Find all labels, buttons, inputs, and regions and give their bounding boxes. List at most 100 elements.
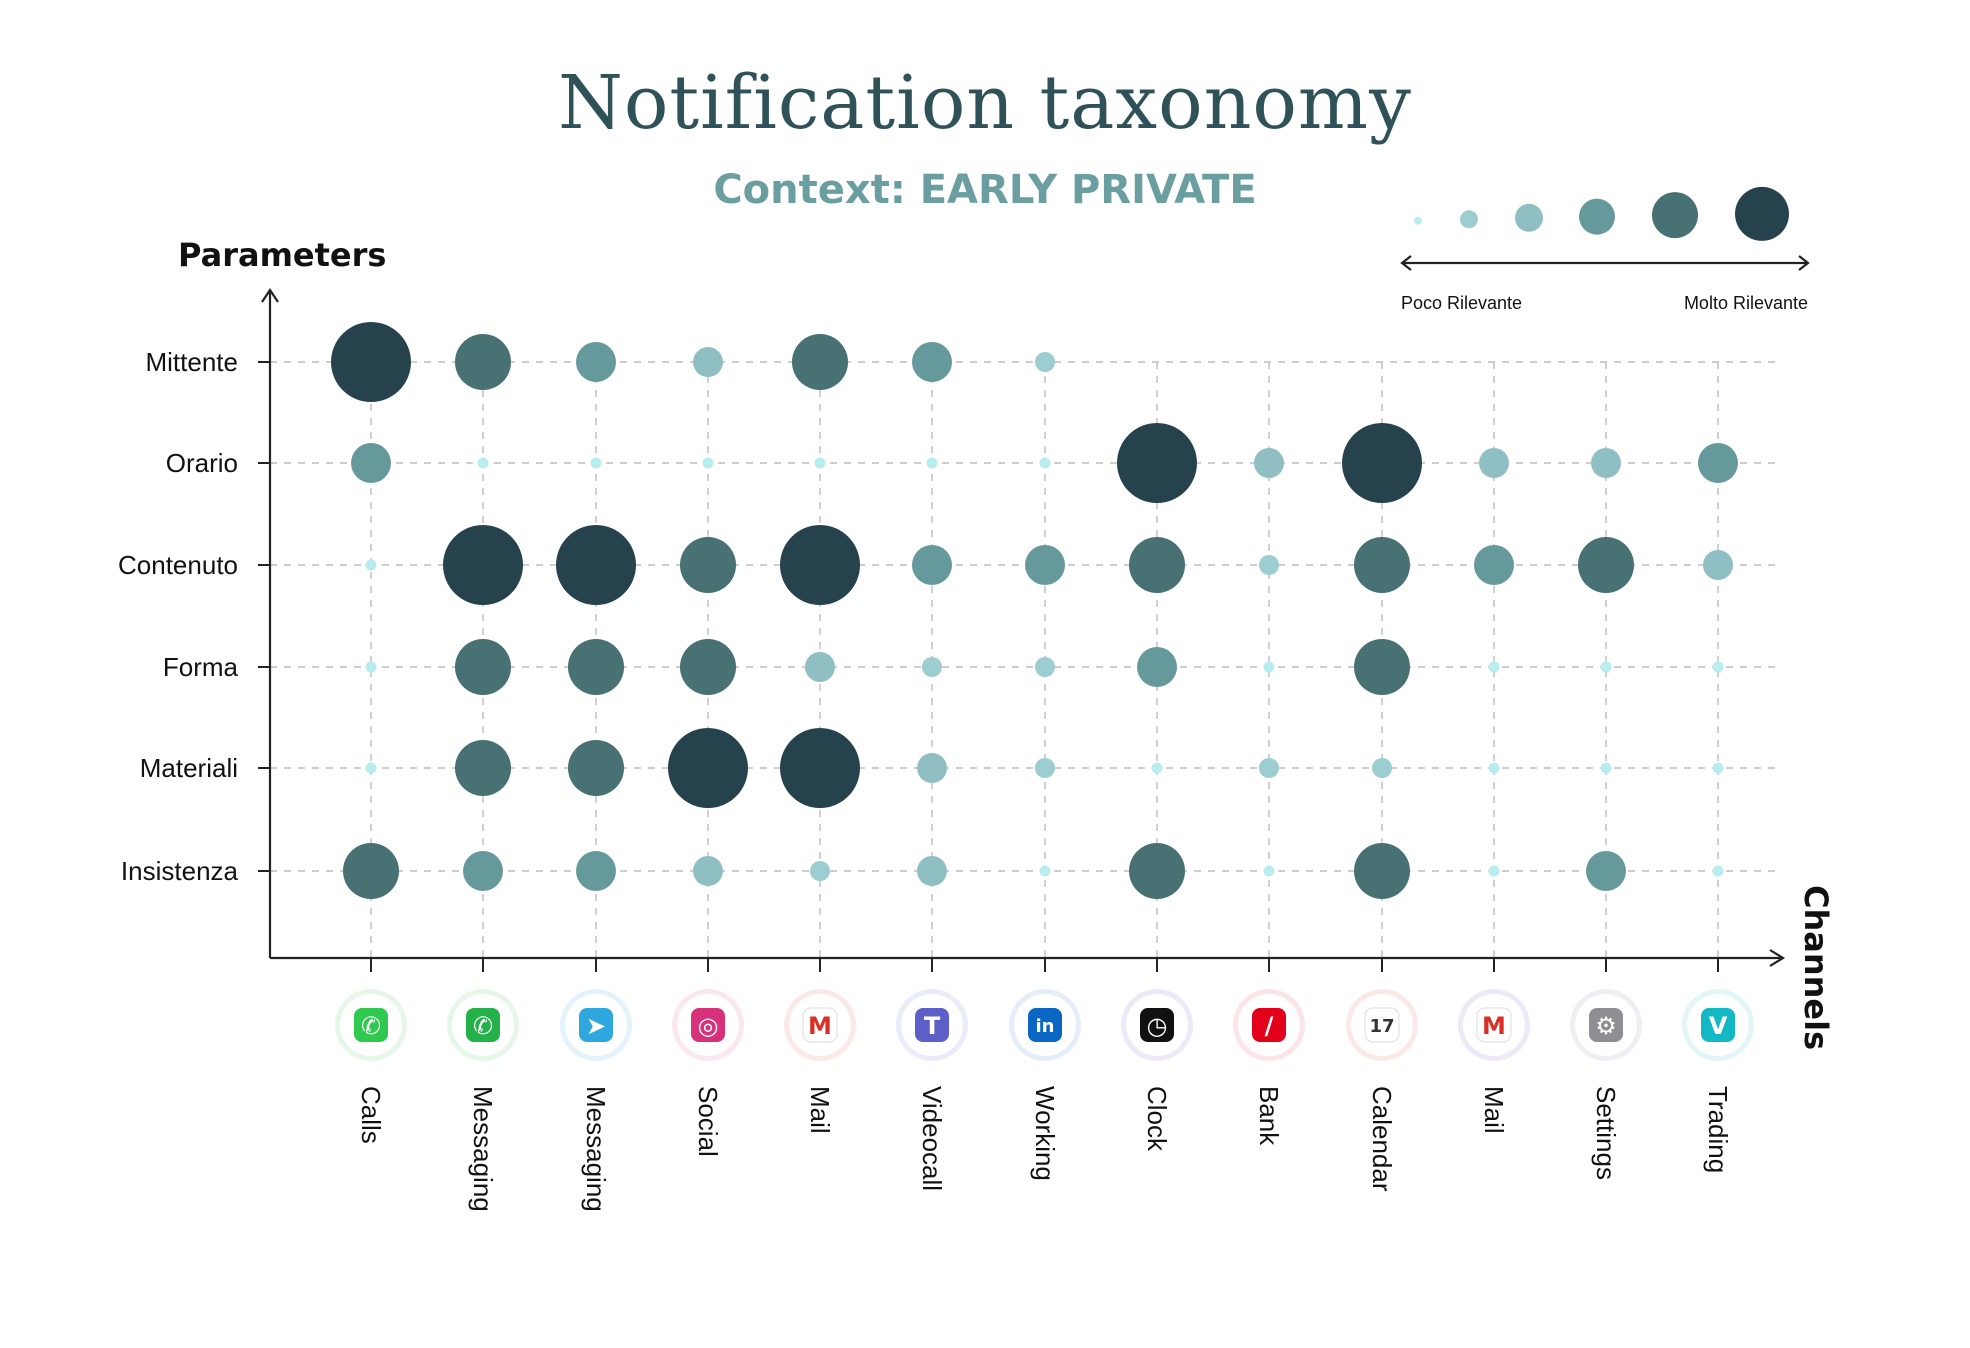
bubble-contenuto-mail-5	[780, 525, 860, 605]
column-label-bank-9: Bank	[1254, 1086, 1284, 1146]
bubble-contenuto-messaging-3	[556, 525, 636, 605]
bubble-orario-videocall-6	[926, 457, 938, 469]
column-label-calls-1: Calls	[356, 1086, 386, 1144]
bubble-contenuto-clock-8	[1129, 537, 1185, 593]
bubble-insistenza-messaging-3	[576, 851, 616, 891]
bubble-forma-trading-13	[1712, 661, 1724, 673]
row-labels: Mittente Orario Contenuto Forma Materiali Ins…	[118, 347, 270, 886]
row-label-contenuto: Contenuto	[118, 550, 238, 580]
calendar-icon: 17	[1346, 958, 1418, 1061]
bubble-forma-calls-1	[365, 661, 377, 673]
bubble-insistenza-clock-8	[1129, 843, 1185, 899]
bubble-insistenza-mail-5	[810, 861, 830, 881]
legend-right-arrow	[1798, 255, 1810, 271]
bubble-orario-messaging-3	[590, 457, 602, 469]
bubbles	[331, 322, 1738, 899]
settings-icon: ⚙	[1570, 958, 1642, 1061]
bubble-forma-messaging-2	[455, 639, 511, 695]
linkedin-icon: in	[1009, 958, 1081, 1061]
svg-text:V: V	[1709, 1012, 1728, 1040]
bubble-materiali-calendar-10	[1372, 758, 1392, 778]
bubble-forma-social-4	[680, 639, 736, 695]
column-label-messaging-3: Messaging	[581, 1086, 611, 1212]
gmail-icon: M	[784, 958, 856, 1061]
bubble-orario-mail-11	[1479, 448, 1509, 478]
row-label-mittente: Mittente	[146, 347, 239, 377]
svg-text:✆: ✆	[473, 1012, 493, 1040]
bubble-mittente-mail-5	[792, 334, 848, 390]
legend: Poco Rilevante Molto Rilevante	[1400, 186, 1810, 313]
bubble-materiali-calls-1	[365, 762, 377, 774]
bubble-forma-videocall-6	[922, 657, 942, 677]
bubble-insistenza-bank-9	[1263, 865, 1275, 877]
bubble-orario-clock-8	[1117, 423, 1197, 503]
x-axis-title: Channels	[1797, 885, 1835, 1050]
row-label-materiali: Materiali	[140, 753, 238, 783]
telegram-icon: ➤	[560, 958, 632, 1061]
bubble-materiali-clock-8	[1151, 762, 1163, 774]
bubble-orario-settings-12	[1591, 448, 1621, 478]
chart-title: Notification taxonomy	[558, 60, 1412, 146]
x-axis-arrow	[1769, 949, 1786, 967]
column-labels: Calls Messaging Messaging Social Mail Videoca…	[356, 1086, 1733, 1212]
legend-circles	[1414, 186, 1789, 241]
bubble-materiali-settings-12	[1600, 762, 1612, 774]
column-label-trading-13: Trading	[1703, 1086, 1733, 1173]
bubble-insistenza-mail-11	[1488, 865, 1500, 877]
bubble-mittente-calls-1	[331, 322, 411, 402]
trading-icon: V	[1682, 958, 1754, 1061]
bubble-orario-calendar-10	[1342, 423, 1422, 503]
column-label-messaging-2: Messaging	[468, 1086, 498, 1212]
row-label-forma: Forma	[163, 652, 239, 682]
bubble-mittente-messaging-2	[455, 334, 511, 390]
bubble-contenuto-messaging-2	[443, 525, 523, 605]
legend-low-label: Poco Rilevante	[1401, 293, 1522, 313]
svg-text:∕: ∕	[1265, 1012, 1274, 1040]
row-label-insistenza: Insistenza	[121, 856, 239, 886]
bubble-contenuto-bank-9	[1259, 555, 1279, 575]
column-label-calendar-10: Calendar	[1367, 1086, 1397, 1192]
bubble-contenuto-calendar-10	[1354, 537, 1410, 593]
bubble-forma-bank-9	[1263, 661, 1275, 673]
bubble-materiali-working-7	[1035, 758, 1055, 778]
legend-level-1	[1414, 216, 1422, 225]
bubble-orario-social-4	[702, 457, 714, 469]
svg-text:⚙: ⚙	[1595, 1012, 1617, 1040]
svg-text:➤: ➤	[586, 1012, 606, 1040]
bubble-insistenza-calls-1	[343, 843, 399, 899]
bubble-contenuto-settings-12	[1578, 537, 1634, 593]
bubble-insistenza-social-4	[693, 856, 723, 886]
svg-text:✆: ✆	[361, 1012, 381, 1040]
bubble-mittente-working-7	[1035, 352, 1055, 372]
bubble-forma-settings-12	[1600, 661, 1612, 673]
column-label-social-4: Social	[693, 1086, 723, 1157]
svg-text:T: T	[924, 1012, 941, 1040]
bubble-contenuto-calls-1	[365, 559, 377, 571]
bubble-orario-bank-9	[1254, 448, 1284, 478]
teams-icon: T	[896, 958, 968, 1061]
bubble-forma-mail-11	[1488, 661, 1500, 673]
legend-level-6	[1735, 186, 1789, 241]
whatsapp-icon: ✆	[447, 958, 519, 1061]
bubble-insistenza-working-7	[1039, 865, 1051, 877]
bubble-insistenza-trading-13	[1712, 865, 1724, 877]
bubble-forma-working-7	[1035, 657, 1055, 677]
phone-icon: ✆	[335, 958, 407, 1061]
bubble-forma-mail-5	[805, 652, 835, 682]
bubble-contenuto-videocall-6	[912, 545, 952, 585]
bubble-mittente-messaging-3	[576, 342, 616, 382]
svg-text:17: 17	[1369, 1016, 1394, 1037]
y-axis-arrow	[261, 288, 279, 303]
axes	[261, 288, 1786, 967]
bubble-insistenza-calendar-10	[1354, 843, 1410, 899]
column-label-settings-12: Settings	[1591, 1086, 1621, 1180]
bubble-insistenza-settings-12	[1586, 851, 1626, 891]
bubble-materiali-videocall-6	[917, 753, 947, 783]
bubble-contenuto-social-4	[680, 537, 736, 593]
bubble-materiali-bank-9	[1259, 758, 1279, 778]
column-label-working-7: Working	[1030, 1086, 1060, 1181]
svg-text:M: M	[808, 1012, 832, 1040]
bubble-materiali-social-4	[668, 728, 748, 808]
